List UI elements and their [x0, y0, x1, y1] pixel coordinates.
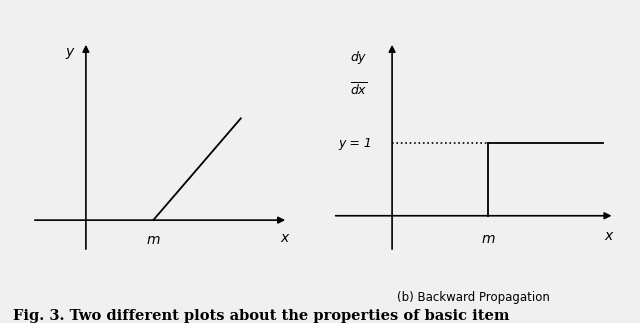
Text: x: x [604, 229, 612, 243]
Text: $\overline{dx}$: $\overline{dx}$ [350, 82, 367, 98]
Text: y: y [65, 45, 73, 59]
Text: (b) Backward Propagation: (b) Backward Propagation [397, 291, 550, 304]
Text: Fig. 3. Two different plots about the properties of basic item: Fig. 3. Two different plots about the pr… [13, 309, 509, 323]
Text: m: m [147, 234, 160, 247]
Text: m: m [482, 232, 495, 246]
Text: $dy$: $dy$ [350, 49, 367, 66]
Text: x: x [280, 231, 289, 245]
Text: y = 1: y = 1 [339, 137, 372, 150]
